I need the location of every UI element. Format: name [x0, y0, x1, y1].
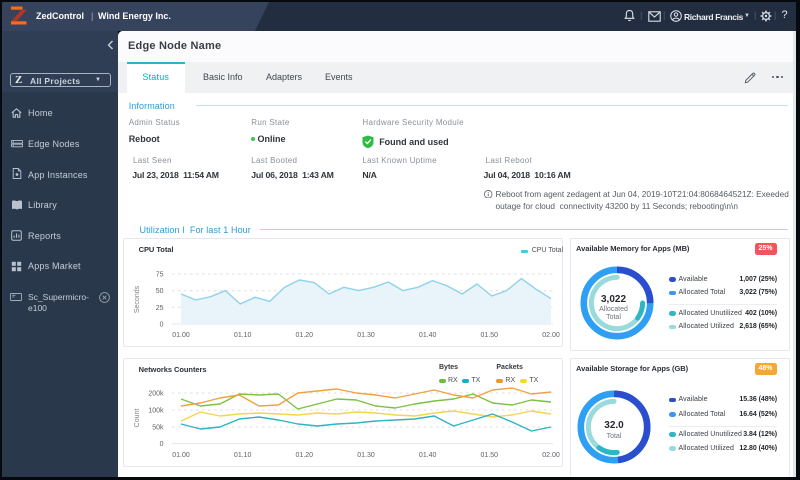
svg-text:01.50: 01.50	[481, 452, 499, 459]
svg-text:75: 75	[156, 272, 164, 279]
svg-text:Count: Count	[134, 409, 141, 428]
svg-text:01.30: 01.30	[357, 452, 375, 459]
svg-text:01.20: 01.20	[296, 452, 314, 459]
svg-text:01.50: 01.50	[481, 332, 499, 339]
svg-text:50k: 50k	[152, 425, 164, 432]
svg-text:01.00: 01.00	[172, 452, 190, 459]
svg-text:01.10: 01.10	[234, 452, 252, 459]
svg-text:0: 0	[160, 441, 164, 448]
svg-text:50: 50	[156, 288, 164, 295]
svg-text:0: 0	[160, 322, 164, 329]
svg-text:01.20: 01.20	[296, 332, 314, 339]
svg-text:01.30: 01.30	[357, 332, 375, 339]
svg-text:25: 25	[156, 305, 164, 312]
svg-text:02.00: 02.00	[542, 452, 560, 459]
svg-text:02.00: 02.00	[542, 332, 560, 339]
svg-text:01.40: 01.40	[419, 452, 437, 459]
svg-text:200k: 200k	[148, 391, 164, 398]
svg-text:01.40: 01.40	[419, 332, 437, 339]
svg-text:100k: 100k	[148, 408, 164, 415]
svg-text:Seconds: Seconds	[134, 285, 141, 313]
svg-text:01.10: 01.10	[234, 332, 252, 339]
svg-text:01.00: 01.00	[172, 332, 190, 339]
